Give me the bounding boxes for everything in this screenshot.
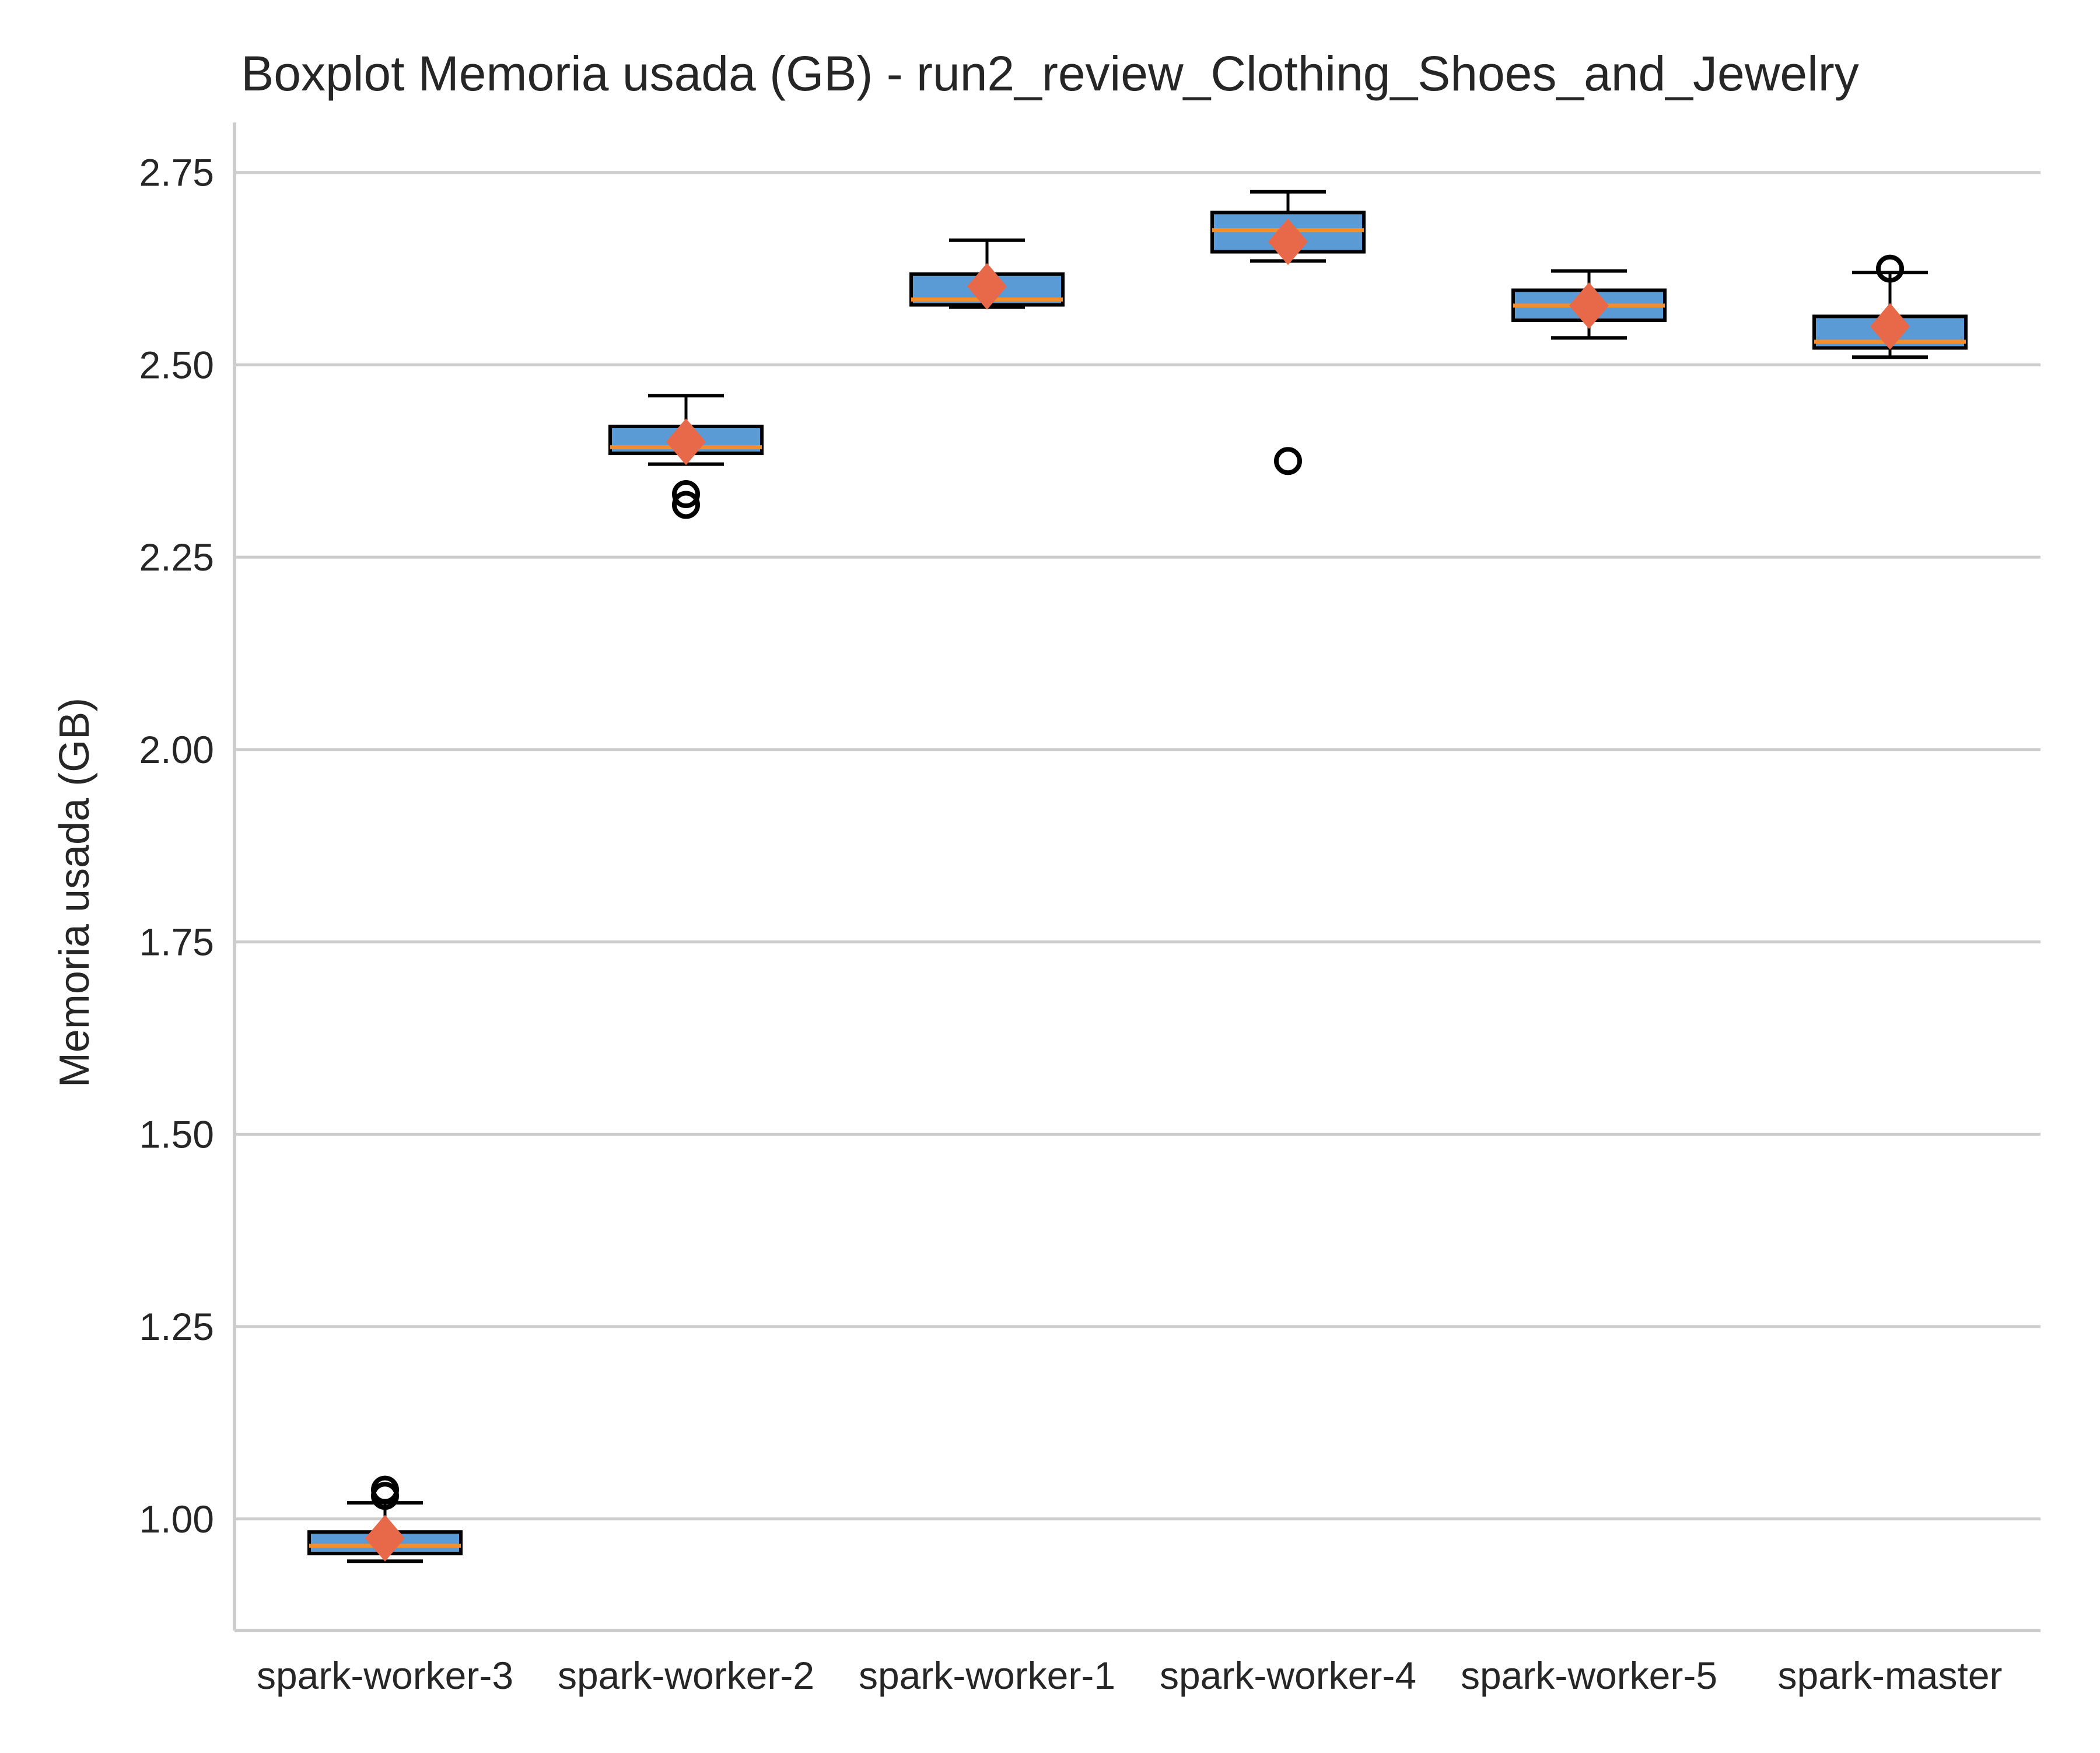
y-tick-label: 1.75	[139, 921, 214, 964]
y-tick-label: 2.25	[139, 536, 214, 579]
box-spark-worker-3	[307, 1475, 463, 1563]
outlier-point	[371, 1475, 399, 1504]
x-tick-label: spark-worker-5	[1461, 1654, 1717, 1697]
box-spark-worker-1	[909, 238, 1065, 310]
box-layer	[307, 190, 1968, 1563]
y-tick-label: 1.50	[139, 1112, 214, 1156]
x-tick-label: spark-worker-4	[1160, 1654, 1416, 1697]
box-spark-worker-5	[1511, 269, 1667, 340]
axis-layer	[233, 123, 2041, 1632]
mean-marker	[666, 418, 706, 466]
y-tick-label: 1.25	[139, 1305, 214, 1348]
box-spark-worker-4	[1210, 190, 1366, 475]
mean-marker	[365, 1514, 405, 1562]
y-tick-label: 2.50	[139, 343, 214, 386]
chart-title: Boxplot Memoria usada (GB) - run2_review…	[241, 46, 1859, 101]
x-tick-labels: spark-worker-3 spark-worker-2 spark-worker…	[257, 1654, 2003, 1697]
y-tick-label: 2.00	[139, 728, 214, 771]
x-tick-label: spark-worker-2	[558, 1654, 814, 1697]
x-tick-label: spark-master	[1777, 1654, 2002, 1697]
outlier-point	[672, 480, 700, 509]
mean-marker	[1569, 282, 1609, 329]
box-spark-master	[1812, 254, 1968, 359]
y-tick-labels: 1.00 1.25 1.50 1.75 2.00 2.25 2.50 2.75	[139, 151, 214, 1541]
y-tick-label: 1.00	[139, 1497, 214, 1541]
mean-marker	[967, 263, 1007, 310]
box-spark-worker-2	[608, 394, 764, 519]
outlier-point	[1274, 447, 1302, 475]
y-axis-label: Memoria usada (GB)	[51, 698, 98, 1087]
mean-marker	[1268, 218, 1308, 265]
outlier-point	[672, 491, 700, 519]
y-tick-label: 2.75	[139, 151, 214, 194]
grid-layer	[235, 171, 2041, 1521]
x-tick-label: spark-worker-1	[859, 1654, 1115, 1697]
mean-marker	[1870, 303, 1910, 350]
x-tick-label: spark-worker-3	[257, 1654, 513, 1697]
outlier-point	[1876, 254, 1904, 283]
